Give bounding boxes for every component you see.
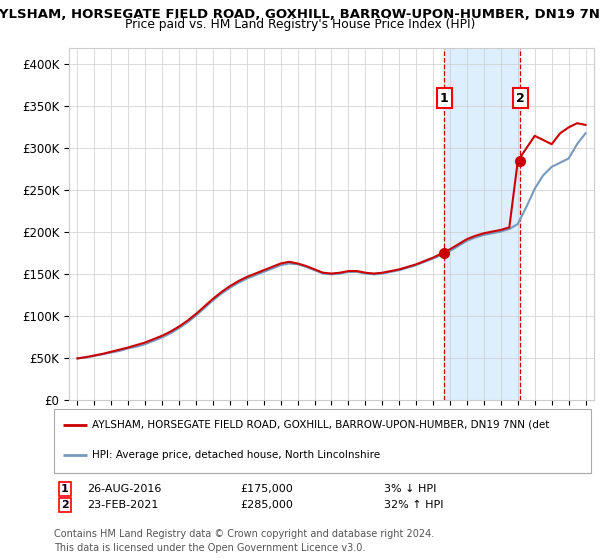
Text: 2: 2 (516, 91, 525, 105)
Bar (444, 48, 520, 400)
Text: £285,000: £285,000 (240, 500, 293, 510)
Text: 3% ↓ HPI: 3% ↓ HPI (384, 484, 436, 494)
Text: 1: 1 (61, 484, 68, 494)
Text: AYLSHAM, HORSEGATE FIELD ROAD, GOXHILL, BARROW-UPON-HUMBER, DN19 7NN (det: AYLSHAM, HORSEGATE FIELD ROAD, GOXHILL, … (92, 420, 549, 430)
Text: £175,000: £175,000 (240, 484, 293, 494)
Text: AYLSHAM, HORSEGATE FIELD ROAD, GOXHILL, BARROW-UPON-HUMBER, DN19 7NN: AYLSHAM, HORSEGATE FIELD ROAD, GOXHILL, … (0, 8, 600, 21)
Text: 1: 1 (440, 91, 448, 105)
Text: Contains HM Land Registry data © Crown copyright and database right 2024.
This d: Contains HM Land Registry data © Crown c… (54, 529, 434, 553)
Text: 32% ↑ HPI: 32% ↑ HPI (384, 500, 443, 510)
Text: Price paid vs. HM Land Registry's House Price Index (HPI): Price paid vs. HM Land Registry's House … (125, 18, 475, 31)
Text: HPI: Average price, detached house, North Lincolnshire: HPI: Average price, detached house, Nort… (92, 450, 380, 460)
Text: 23-FEB-2021: 23-FEB-2021 (87, 500, 158, 510)
Text: 2: 2 (61, 500, 68, 510)
Text: 26-AUG-2016: 26-AUG-2016 (87, 484, 161, 494)
